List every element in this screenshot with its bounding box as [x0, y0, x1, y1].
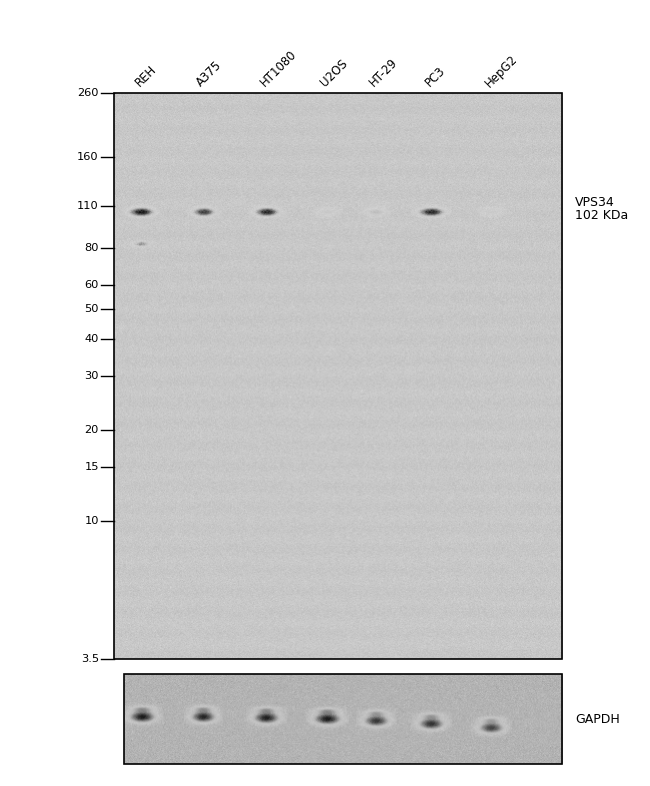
Text: 102 KDa: 102 KDa: [575, 209, 629, 222]
Bar: [124, 674, 562, 764]
Text: HepG2: HepG2: [482, 52, 520, 90]
Bar: [114, 93, 562, 659]
Text: U2OS: U2OS: [318, 57, 350, 90]
Text: PC3: PC3: [422, 64, 448, 90]
Text: 80: 80: [84, 243, 99, 252]
Text: 50: 50: [84, 304, 99, 314]
Text: 15: 15: [84, 462, 99, 472]
Text: A375: A375: [194, 59, 225, 90]
Text: 3.5: 3.5: [81, 654, 99, 663]
Text: 20: 20: [84, 424, 99, 435]
Text: 60: 60: [84, 281, 99, 290]
Text: VPS34: VPS34: [575, 196, 615, 209]
Text: HT-29: HT-29: [367, 56, 400, 90]
Text: 10: 10: [84, 516, 99, 526]
Text: REH: REH: [133, 63, 159, 90]
Text: HT1080: HT1080: [257, 48, 299, 90]
Text: 110: 110: [77, 200, 99, 211]
Text: 260: 260: [77, 88, 99, 97]
Text: 40: 40: [84, 333, 99, 343]
Text: 160: 160: [77, 152, 99, 162]
Text: GAPDH: GAPDH: [575, 713, 620, 725]
Text: 30: 30: [84, 372, 99, 381]
